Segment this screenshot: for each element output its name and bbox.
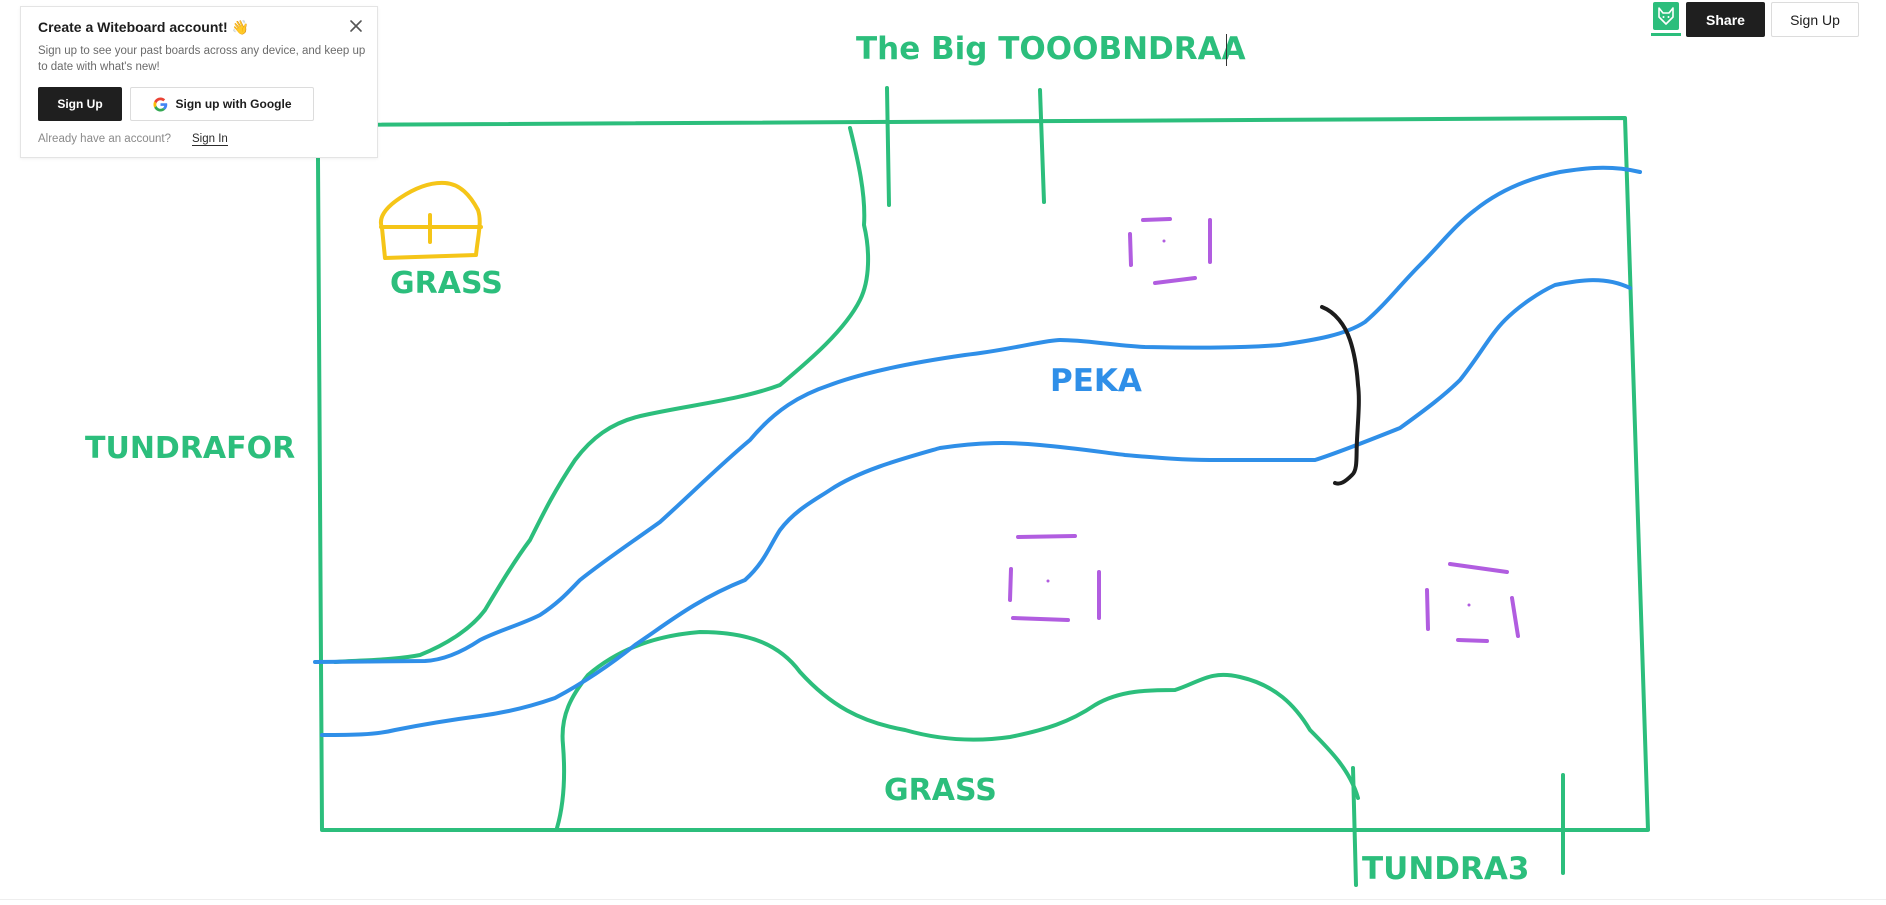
fox-icon xyxy=(1658,7,1674,25)
signup-popup: Create a Witeboard account! 👋 Sign up to… xyxy=(20,6,378,158)
treasure-chest-stroke xyxy=(379,180,482,260)
structure-marker-stroke xyxy=(1128,217,1212,285)
google-signup-button[interactable]: Sign up with Google xyxy=(130,87,314,121)
logo-underline xyxy=(1651,33,1681,36)
popup-signup-button[interactable]: Sign Up xyxy=(38,87,122,121)
google-icon xyxy=(152,96,168,112)
structure-marker-stroke xyxy=(1008,534,1101,622)
text-cursor xyxy=(1226,34,1227,66)
bottom-divider xyxy=(0,899,1886,900)
label-tundrafor: TUNDRAFOR xyxy=(85,431,296,466)
popup-title: Create a Witeboard account! 👋 xyxy=(38,19,250,35)
bridge-stroke xyxy=(1320,305,1361,486)
google-button-label: Sign up with Google xyxy=(175,97,292,111)
title-tick-stroke xyxy=(1038,88,1046,204)
title-tick-stroke xyxy=(885,86,891,207)
already-account-text: Already have an account? xyxy=(38,133,171,145)
fox-logo-icon[interactable] xyxy=(1651,0,1681,36)
map-border-stroke xyxy=(316,116,1650,832)
label-peka: PEKA xyxy=(1050,363,1142,399)
river-bank-stroke xyxy=(313,165,1642,664)
popup-description: Sign up to see your past boards across a… xyxy=(38,45,366,73)
label-grass-bottom: GRASS xyxy=(884,773,997,808)
label-tundra3: TUNDRA3 xyxy=(1362,851,1530,887)
region-boundary-stroke xyxy=(555,630,1360,830)
signin-link[interactable]: Sign In xyxy=(192,133,228,146)
close-icon[interactable] xyxy=(347,17,365,35)
label-grass-top: GRASS xyxy=(390,266,503,301)
river-bank-stroke xyxy=(320,278,1632,737)
top-signup-button[interactable]: Sign Up xyxy=(1771,2,1859,37)
structure-marker-stroke xyxy=(1425,562,1520,643)
region-boundary-stroke xyxy=(333,126,871,664)
logo-background xyxy=(1653,2,1679,30)
share-button[interactable]: Share xyxy=(1686,2,1765,37)
board-title: The Big TOOOBNDRAA xyxy=(856,31,1246,67)
